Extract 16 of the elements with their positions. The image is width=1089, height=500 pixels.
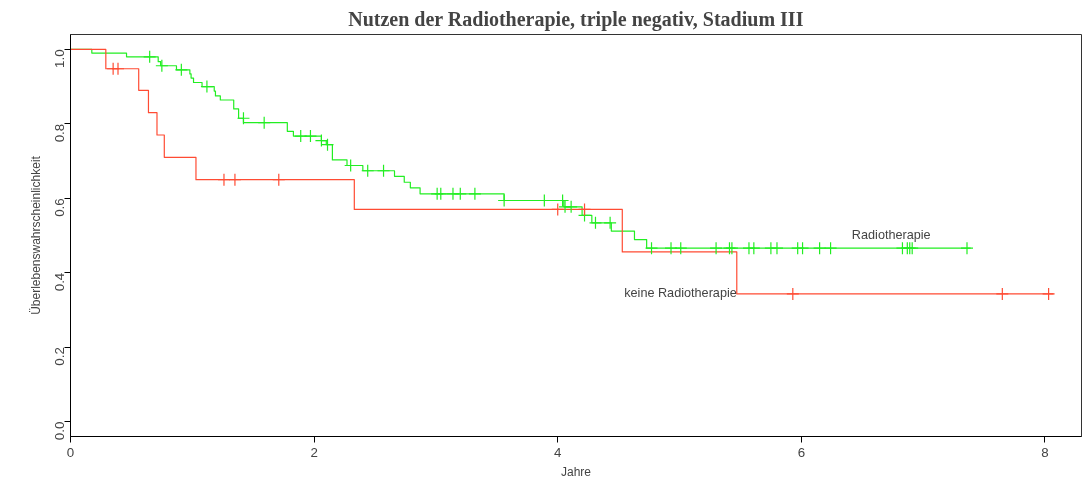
y-tick-label: 0.0	[52, 421, 67, 441]
y-tick-label: 1.0	[52, 49, 67, 68]
series-label: Radiotherapie	[851, 228, 931, 243]
y-tick-label: 0.8	[52, 123, 67, 143]
x-tick-label: 8	[1041, 444, 1049, 460]
y-tick-label: 0.4	[52, 272, 67, 292]
x-tick-label: 0	[66, 444, 75, 460]
y-axis-title: Überlebenswahrscheinlichkeit	[28, 155, 43, 315]
chart-title: Nutzen der Radiotherapie, triple negativ, Stadium III	[348, 7, 804, 31]
x-tick-label: 6	[797, 444, 806, 460]
x-axis-title: Jahre	[560, 464, 592, 479]
x-tick-label: 2	[310, 444, 318, 460]
y-tick-label: 0.2	[52, 347, 67, 366]
y-tick-label: 0.6	[52, 198, 67, 217]
x-tick-label: 4	[554, 444, 563, 460]
series-label: keine Radiotherapie	[624, 285, 737, 300]
